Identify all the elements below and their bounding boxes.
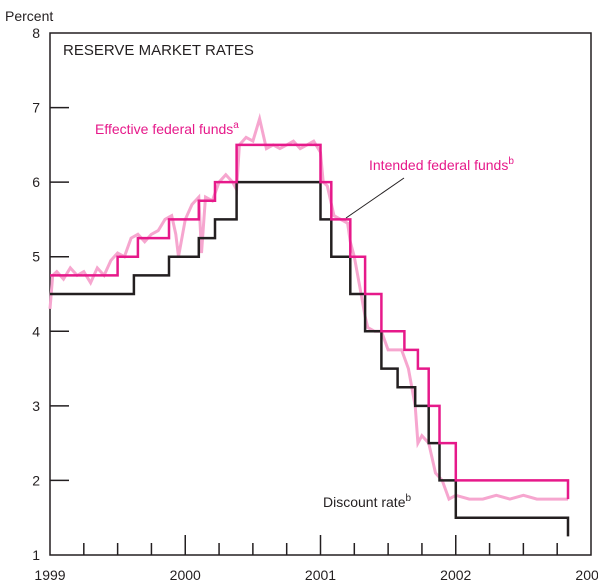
y-axis: 1 2 3 4 5 6 7 8 <box>32 25 69 563</box>
intended-federal-funds-line <box>50 143 570 500</box>
y-tick-label: 1 <box>32 547 40 563</box>
chart-title: RESERVE MARKET RATES <box>63 42 254 59</box>
discount-rate-line <box>50 180 570 537</box>
series-labels: Effective federal fundsa Intended federal… <box>95 120 514 510</box>
intended-federal-funds-label: Intended federal fundsb <box>369 156 514 173</box>
x-tick-label: 2000 <box>170 567 201 583</box>
y-tick-label: 5 <box>32 249 40 265</box>
discount-rate-label: Discount rateb <box>323 493 411 510</box>
y-axis-label: Percent <box>5 8 53 24</box>
y-tick-label: 2 <box>32 472 40 488</box>
x-tick-label: 2002 <box>440 567 471 583</box>
y-tick-label: 6 <box>32 174 40 190</box>
intended-label-leader-line <box>345 177 405 219</box>
x-tick-label: 2001 <box>305 567 336 583</box>
series-layer <box>48 112 570 537</box>
effective-federal-funds-line <box>48 112 568 502</box>
y-tick-label: 3 <box>32 398 40 414</box>
x-axis: 1999 2000 2001 2002 2003 <box>34 535 598 583</box>
y-tick-label: 8 <box>32 25 40 41</box>
y-tick-label: 7 <box>32 100 40 116</box>
x-tick-label: 2003 <box>575 567 598 583</box>
x-tick-label: 1999 <box>34 567 65 583</box>
y-tick-label: 4 <box>32 323 40 339</box>
effective-federal-funds-label: Effective federal fundsa <box>95 120 239 137</box>
